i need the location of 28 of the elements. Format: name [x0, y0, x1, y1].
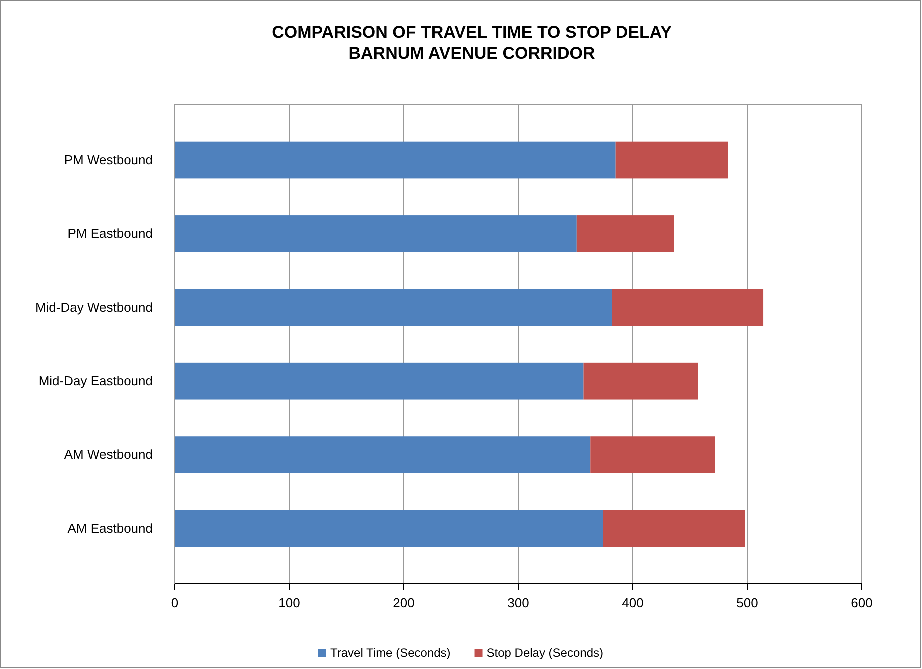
y-tick-label: AM Westbound [64, 447, 153, 462]
y-tick-label: Mid-Day Westbound [35, 300, 153, 315]
x-tick-label: 600 [851, 595, 873, 610]
y-tick-label: PM Westbound [64, 152, 153, 168]
bar [175, 510, 604, 548]
legend-label: Travel Time (Seconds) [330, 646, 451, 660]
bar [590, 436, 716, 474]
bar [584, 362, 698, 400]
x-tick-label: 200 [393, 595, 415, 610]
bar [612, 289, 764, 326]
legend-label: Stop Delay (Seconds) [486, 646, 604, 660]
x-tick-label: 500 [736, 595, 758, 610]
y-tick-label: AM Eastbound [68, 520, 153, 536]
x-tick-label: 400 [622, 595, 644, 610]
y-tick-label: PM Eastbound [68, 226, 153, 242]
x-tick-label: 100 [278, 595, 300, 610]
bar [175, 289, 612, 326]
y-tick-label: Mid-Day Eastbound [38, 374, 153, 389]
bar [576, 216, 674, 252]
bar [175, 362, 584, 400]
x-tick-label: 0 [171, 595, 179, 610]
bar [175, 436, 591, 474]
bar [616, 142, 728, 179]
bar [603, 510, 746, 548]
bar [175, 142, 616, 179]
chart-title: COMPARISON OF TRAVEL TIME TO STOP DELAY BARNUM AVENUE CORRIDOR [272, 23, 673, 63]
x-tick-label: 300 [508, 595, 530, 610]
bar [175, 216, 577, 252]
